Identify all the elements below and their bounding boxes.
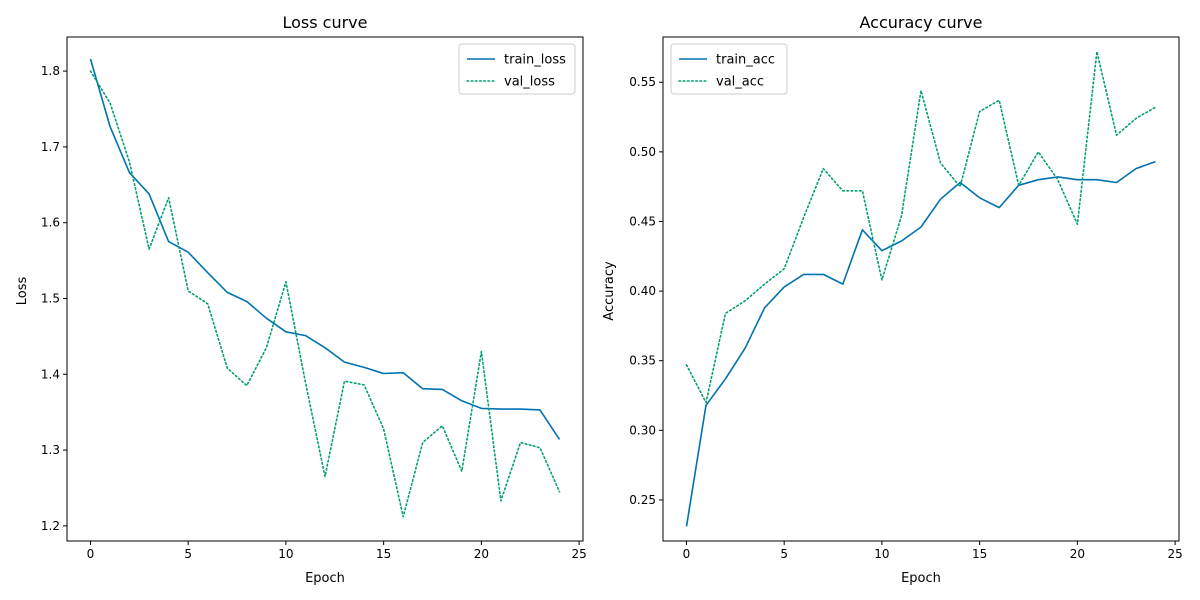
accuracy-chart-x-axis-label: Epoch bbox=[901, 571, 941, 586]
accuracy-chart-series-train-acc bbox=[685, 160, 1156, 527]
accuracy-chart-x-tick-label: 15 bbox=[972, 547, 987, 561]
accuracy-chart-y-tick-label: 0.40 bbox=[629, 284, 656, 298]
loss-chart-x-tick-label: 25 bbox=[571, 547, 586, 561]
accuracy-chart-x-tick-label: 0 bbox=[683, 547, 691, 561]
loss-chart-y-tick-label: 1.2 bbox=[41, 519, 60, 533]
loss-chart-y-tick-label: 1.8 bbox=[41, 64, 60, 78]
accuracy-chart-plot-frame bbox=[662, 36, 1180, 542]
loss-chart-legend: train_loss val_loss bbox=[458, 43, 576, 95]
loss-chart-legend-label: val_loss bbox=[504, 75, 555, 90]
loss-chart-y-tick-label: 1.5 bbox=[41, 291, 60, 305]
accuracy-chart-x-tick-label: 5 bbox=[780, 547, 788, 561]
loss-chart-y-tick-label: 1.7 bbox=[41, 140, 60, 154]
loss-chart-x-tick-label: 0 bbox=[87, 547, 95, 561]
accuracy-chart-y-tick-label: 0.25 bbox=[629, 493, 656, 507]
accuracy-chart-legend-label: train_acc bbox=[716, 53, 775, 68]
accuracy-chart-y-tick-label: 0.50 bbox=[629, 145, 656, 159]
accuracy-chart-y-tick-label: 0.30 bbox=[629, 423, 656, 437]
loss-chart-legend-label: train_loss bbox=[504, 53, 566, 68]
loss-chart-x-tick-label: 20 bbox=[474, 547, 489, 561]
loss-chart-panel: Loss curve Epoch Loss 0 5 10 15 20 25 1.2 1.3 1.… bbox=[15, 13, 587, 586]
loss-chart-x-axis-label: Epoch bbox=[305, 571, 345, 586]
accuracy-chart-x-tick-label: 20 bbox=[1070, 547, 1085, 561]
accuracy-chart-x-tick-label: 25 bbox=[1167, 547, 1182, 561]
loss-chart-title: Loss curve bbox=[282, 13, 367, 32]
accuracy-chart-legend-label: val_acc bbox=[716, 75, 764, 90]
loss-chart-y-tick-label: 1.4 bbox=[41, 367, 60, 381]
accuracy-chart-y-tick-label: 0.55 bbox=[629, 75, 656, 89]
loss-chart-y-axis-label: Loss bbox=[15, 277, 30, 306]
accuracy-chart-panel: Accuracy curve Epoch Accuracy 0 5 10 15 20 25… bbox=[602, 13, 1183, 586]
accuracy-chart-y-tick-label: 0.45 bbox=[629, 214, 656, 228]
accuracy-chart-y-axis-label: Accuracy bbox=[602, 261, 617, 321]
loss-chart-x-tick-label: 5 bbox=[184, 547, 192, 561]
loss-chart-y-tick-label: 1.3 bbox=[41, 443, 60, 457]
loss-chart-x-tick-label: 10 bbox=[278, 547, 293, 561]
loss-chart-y-tick-label: 1.6 bbox=[41, 216, 60, 230]
loss-chart-x-tick-label: 15 bbox=[376, 547, 391, 561]
accuracy-chart-title: Accuracy curve bbox=[860, 13, 983, 32]
accuracy-chart-series-val-acc bbox=[685, 50, 1157, 404]
loss-chart-plot-frame bbox=[66, 36, 584, 542]
accuracy-chart-x-tick-label: 10 bbox=[874, 547, 889, 561]
loss-chart-series-val-loss bbox=[89, 70, 561, 518]
accuracy-chart-legend: train_acc val_acc bbox=[670, 43, 788, 95]
loss-chart-series-train-loss bbox=[89, 58, 561, 440]
accuracy-chart-y-tick-label: 0.35 bbox=[629, 354, 656, 368]
